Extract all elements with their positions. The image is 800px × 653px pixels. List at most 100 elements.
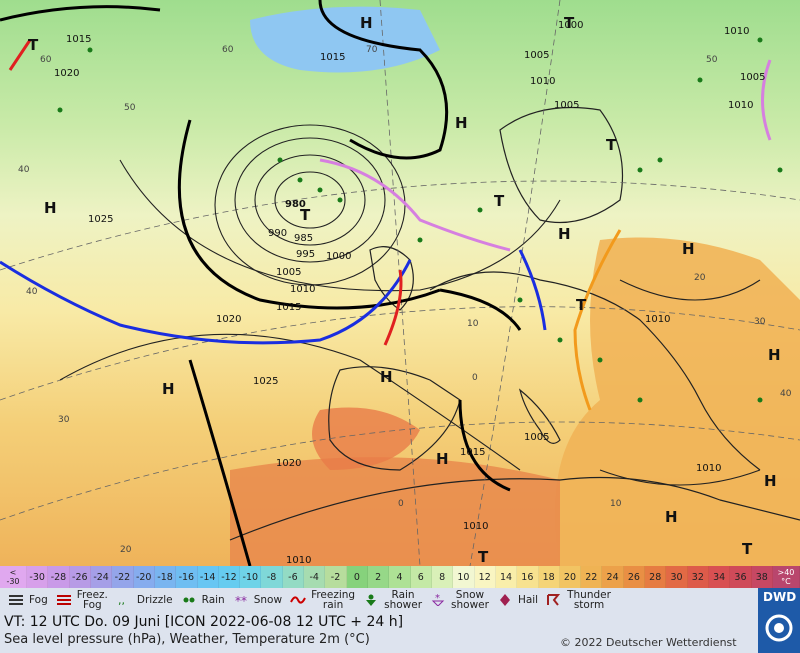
scale-cell: 30 xyxy=(666,566,688,588)
legend-item-snow-shower: * Snow shower xyxy=(428,590,489,610)
pressure-label: 1025 xyxy=(88,214,113,225)
high-pressure-marker: H xyxy=(44,199,57,217)
svg-text:*: * xyxy=(235,594,241,606)
occluded-front xyxy=(319,158,511,252)
temp-label: 20 xyxy=(694,273,706,283)
scale-cell: -2 xyxy=(325,566,347,588)
pressure-label: 1020 xyxy=(216,314,241,325)
scale-cell: 16 xyxy=(517,566,539,588)
pressure-label: 1005 xyxy=(276,267,301,278)
temp-label: 40 xyxy=(26,287,38,297)
scale-cell: 18 xyxy=(538,566,560,588)
warm-front-west xyxy=(8,39,32,71)
hail-icon xyxy=(495,594,515,606)
temp-label: 40 xyxy=(780,389,792,399)
scale-cell: 6 xyxy=(410,566,432,588)
temp-label: 30 xyxy=(754,317,766,327)
temperature-labels: 60 50 40 40 30 20 10 0 0 10 20 30 40 50 … xyxy=(18,45,792,555)
scale-cell: -30 xyxy=(27,566,49,588)
pressure-label: 1020 xyxy=(276,458,301,469)
rain-shower-icon xyxy=(361,594,381,606)
hot-air-iberia xyxy=(312,407,420,470)
temp-label: 0 xyxy=(398,499,404,509)
svg-text:*: * xyxy=(435,594,440,604)
high-pressure-marker: H xyxy=(455,114,468,132)
warm-air-east xyxy=(555,237,800,566)
high-pressure-marker: H xyxy=(162,380,175,398)
fog-icon xyxy=(6,594,26,606)
scale-cell: -10 xyxy=(240,566,262,588)
legend-item-hail: Hail xyxy=(495,594,538,606)
legend-item-fog: Fog xyxy=(6,594,48,606)
scale-cell: -26 xyxy=(69,566,91,588)
scale-cell: 2 xyxy=(368,566,390,588)
scale-cell: 38 xyxy=(751,566,773,588)
legend-label: Freezing rain xyxy=(311,589,356,611)
scale-cell: -28 xyxy=(48,566,70,588)
warm-front xyxy=(383,269,403,346)
svg-text:,,: ,, xyxy=(118,594,125,606)
pressure-label: 1020 xyxy=(54,68,79,79)
freezing-fog-icon xyxy=(54,594,74,606)
scale-cell: 4 xyxy=(389,566,411,588)
scale-cell: -14 xyxy=(197,566,219,588)
pressure-label: 1010 xyxy=(645,314,670,325)
pressure-label: 1010 xyxy=(696,463,721,474)
pressure-label: 1015 xyxy=(66,34,91,45)
low-pressure-marker: T xyxy=(564,14,575,32)
pressure-label: 1015 xyxy=(320,52,345,63)
cold-air-greenland xyxy=(250,6,440,73)
temp-label: 10 xyxy=(467,319,479,329)
high-pressure-marker: H xyxy=(665,508,678,526)
legend-label: Drizzle xyxy=(136,594,173,606)
rain-icon xyxy=(179,594,199,606)
scale-cell: 20 xyxy=(559,566,582,588)
high-pressure-marker: H xyxy=(682,240,695,258)
scale-cell: 8 xyxy=(431,566,454,588)
high-pressure-marker: H xyxy=(768,346,781,364)
trough xyxy=(573,229,622,411)
scale-cell: 0 xyxy=(346,566,368,588)
scale-cell: 24 xyxy=(602,566,624,588)
legend-label: Rain shower xyxy=(384,589,423,611)
map-description: Sea level pressure (hPa), Weather, Tempe… xyxy=(4,632,370,647)
temp-label: 10 xyxy=(610,499,622,509)
dwd-logo-text: DWD xyxy=(763,590,797,604)
hot-air-africa xyxy=(230,457,560,566)
scale-cell: 10 xyxy=(453,566,475,588)
pressure-label: 995 xyxy=(296,249,315,260)
high-pressure-marker: H xyxy=(558,225,571,243)
scale-cell: 12 xyxy=(474,566,496,588)
copyright: © 2022 Deutscher Wetterdienst xyxy=(560,636,737,649)
temp-label: 70 xyxy=(366,45,378,55)
legend-item-thunderstorm: Thunder storm xyxy=(544,590,611,610)
pressure-label: 1000 xyxy=(558,20,583,31)
legend-item-snow: * * Snow xyxy=(231,594,282,606)
major-isobars xyxy=(0,0,522,566)
pressure-label: 980 xyxy=(285,199,306,210)
legend-label: Snow shower xyxy=(451,589,489,611)
pressure-label: 1010 xyxy=(290,284,315,295)
snow-shower-icon: * xyxy=(428,594,448,606)
legend-item-rain-shower: Rain shower xyxy=(361,590,422,610)
map-footer: VT: 12 UTC Do. 09 Juni [ICON 2022-06-08 … xyxy=(0,612,758,653)
low-pressure-marker: T xyxy=(606,136,617,154)
dwd-logo-icon xyxy=(765,614,793,642)
weather-fronts xyxy=(0,39,772,411)
thunderstorm-icon xyxy=(544,594,564,606)
temp-label: 40 xyxy=(18,165,30,175)
pressure-label: 1005 xyxy=(554,100,579,111)
pressure-centres: H H H H H H H H H H H T T T T T T T T xyxy=(28,14,781,566)
temperature-color-scale: < -30 -30 -28 -26 -24 -22 -20 -18 -16 -14 -12 -10 -8-… xyxy=(0,566,800,588)
scale-cell: -4 xyxy=(304,566,326,588)
low-pressure-marker: T xyxy=(28,36,39,54)
scale-cell: 28 xyxy=(645,566,667,588)
snow-icon: * * xyxy=(231,594,251,606)
low-pressure-marker: T xyxy=(478,548,489,566)
pressure-label: 990 xyxy=(268,228,287,239)
temp-label: 20 xyxy=(120,545,132,555)
scale-cell: -8 xyxy=(261,566,283,588)
scale-cell: -16 xyxy=(176,566,198,588)
italy xyxy=(518,388,561,444)
legend-item-drizzle: ,, Drizzle xyxy=(114,594,173,606)
